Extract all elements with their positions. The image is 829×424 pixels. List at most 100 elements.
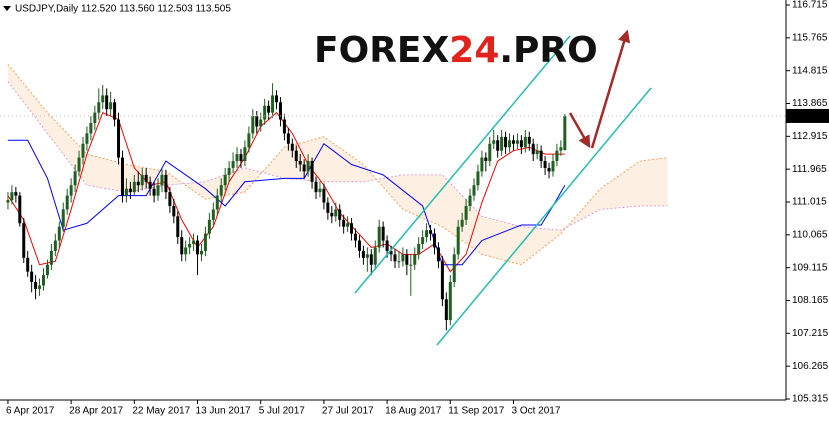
candle-body <box>373 247 377 265</box>
y-tick-label: 110.065 <box>792 229 828 240</box>
candle-body <box>227 167 231 175</box>
candle-body <box>251 116 255 134</box>
candle-body <box>488 143 492 162</box>
arrow-up <box>590 29 631 149</box>
candle-body <box>476 171 480 186</box>
candle-body <box>105 95 109 110</box>
arrow-down <box>568 112 591 149</box>
candle-body <box>93 112 97 124</box>
candle-body <box>468 195 472 206</box>
candle-body <box>34 282 38 289</box>
cloud-span-a <box>7 63 668 266</box>
menu-triangle <box>3 6 11 11</box>
candle-body <box>464 205 468 220</box>
candle-body <box>365 254 369 258</box>
candle-body <box>330 212 334 217</box>
candle-body <box>346 223 350 227</box>
candle-body <box>156 185 160 196</box>
candle-body <box>397 261 401 263</box>
candle-body <box>361 250 365 258</box>
candle-body <box>239 154 243 162</box>
candle-body <box>152 188 156 196</box>
candle-body <box>539 150 543 162</box>
candle-body <box>472 185 476 196</box>
candle-body <box>223 174 227 186</box>
candle-body <box>440 261 444 300</box>
candle-body <box>334 209 338 217</box>
candle-body <box>97 102 101 113</box>
chart-title: USDJPY,Daily 112.520 113.560 112.503 113… <box>15 4 231 15</box>
y-tick-label: 106.265 <box>792 361 829 372</box>
x-tick-label: 18 Aug 2017 <box>385 406 442 417</box>
candle-body <box>496 140 500 151</box>
candle-body <box>77 157 81 172</box>
candle-body <box>109 102 113 110</box>
candle-body <box>26 257 30 272</box>
candle-body <box>81 143 85 158</box>
candle-body <box>57 226 61 241</box>
candle-body <box>168 192 172 206</box>
candle-body <box>38 285 42 289</box>
candle-body <box>278 102 282 120</box>
x-tick-label: 11 Sep 2017 <box>448 406 504 417</box>
candle-body <box>286 133 290 144</box>
candle-body <box>377 226 381 248</box>
candle-body <box>120 157 124 196</box>
candle-body <box>192 240 196 244</box>
candle-body <box>322 188 326 203</box>
candle-body <box>436 247 440 262</box>
watermark-part: 24 <box>449 30 499 71</box>
candle-body <box>393 254 397 262</box>
candle-body <box>255 116 259 127</box>
y-tick-label: 113.865 <box>792 98 828 109</box>
candle-body <box>45 264 49 276</box>
candle-body <box>354 233 358 241</box>
candle-body <box>176 216 180 238</box>
candle-body <box>211 209 215 220</box>
candle-body <box>61 209 65 227</box>
candle-body <box>314 181 318 193</box>
y-tick-label: 105.315 <box>792 394 829 405</box>
candle-body <box>401 254 405 262</box>
candle-body <box>180 237 184 255</box>
candle-body <box>263 105 267 120</box>
candle-body <box>140 174 144 186</box>
candle-body <box>535 150 539 155</box>
x-tick-label: 5 Jul 2017 <box>259 406 306 417</box>
candle-body <box>444 299 448 321</box>
candle-body <box>511 140 515 144</box>
candle-body <box>18 195 22 224</box>
y-tick-label: 112.915 <box>792 131 828 142</box>
candle-body <box>144 174 148 182</box>
x-tick-label: 3 Oct 2017 <box>511 406 560 417</box>
candle-body <box>357 240 361 251</box>
candle-body <box>10 192 14 201</box>
candle-body <box>199 250 203 255</box>
candle-body <box>342 219 346 227</box>
candle-body <box>259 119 263 127</box>
candle-body <box>527 136 531 144</box>
y-tick-label: 108.165 <box>792 295 829 306</box>
watermark-part: FOREX <box>314 30 450 71</box>
candle-body <box>531 143 535 155</box>
x-tick-label: 28 Apr 2017 <box>69 406 123 417</box>
candle-body <box>69 185 73 196</box>
candle-body <box>519 140 523 148</box>
candle-body <box>551 161 555 172</box>
last-price-box <box>786 108 829 123</box>
candle-body <box>460 219 464 227</box>
candle-body <box>326 202 330 213</box>
candle-body <box>417 243 421 255</box>
candle-body <box>184 247 188 255</box>
candle-body <box>215 195 219 210</box>
y-tick-label: 111.965 <box>792 164 827 175</box>
candle-body <box>235 154 239 162</box>
candle-body <box>484 157 488 162</box>
candle-body <box>247 133 251 148</box>
y-tick-label: 116.715 <box>792 0 828 11</box>
candle-body <box>6 200 10 203</box>
candle-body <box>132 181 136 193</box>
x-tick-label: 13 Jun 2017 <box>196 406 251 417</box>
